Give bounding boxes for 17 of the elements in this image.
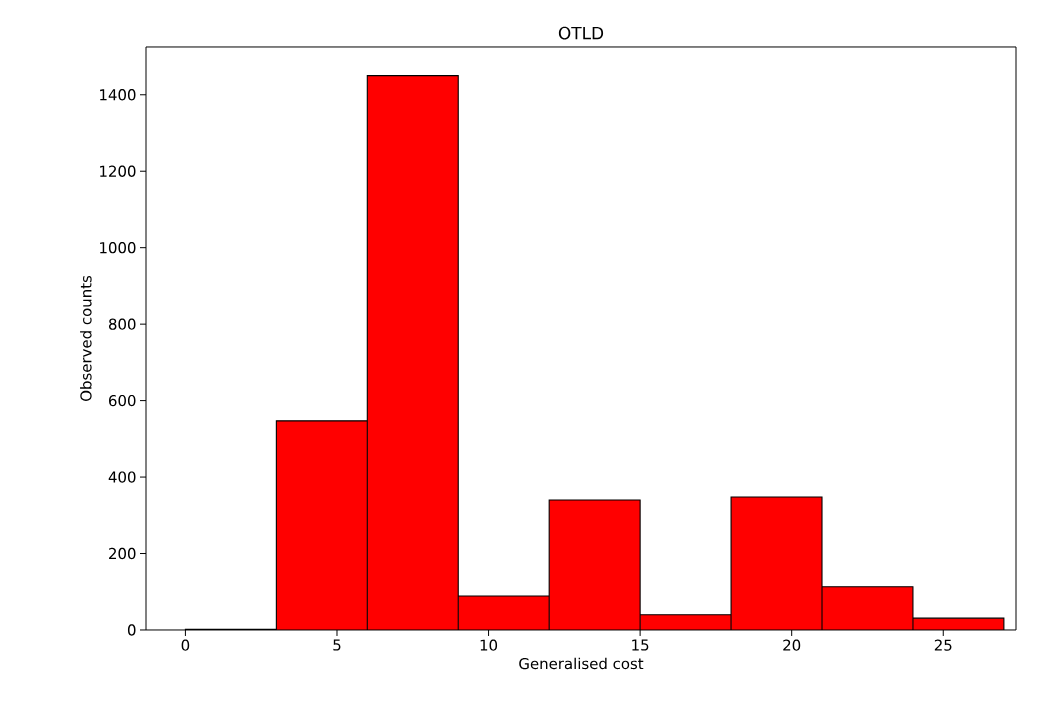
x-tick-label: 10 xyxy=(480,639,498,651)
y-tick-label: 200 xyxy=(109,547,136,560)
y-axis-title: Observed counts xyxy=(80,275,92,401)
chart-title: OTLD xyxy=(558,26,604,40)
x-tick-label: 15 xyxy=(632,639,649,651)
x-tick-label: 5 xyxy=(333,639,341,651)
x-tick-label: 20 xyxy=(783,639,801,651)
y-tick-label: 400 xyxy=(108,471,136,483)
y-tick-label: 1400 xyxy=(100,89,136,101)
y-tick-label: 1000 xyxy=(100,242,136,254)
y-tick-label: 600 xyxy=(109,394,136,407)
x-axis-title: Generalised cost xyxy=(519,657,644,670)
y-tick-label: 0 xyxy=(127,624,136,636)
y-tick-label: 1200 xyxy=(100,165,136,177)
x-tick-label: 0 xyxy=(181,639,190,651)
x-tick-label: 25 xyxy=(934,639,952,651)
y-tick-label: 800 xyxy=(108,318,136,330)
